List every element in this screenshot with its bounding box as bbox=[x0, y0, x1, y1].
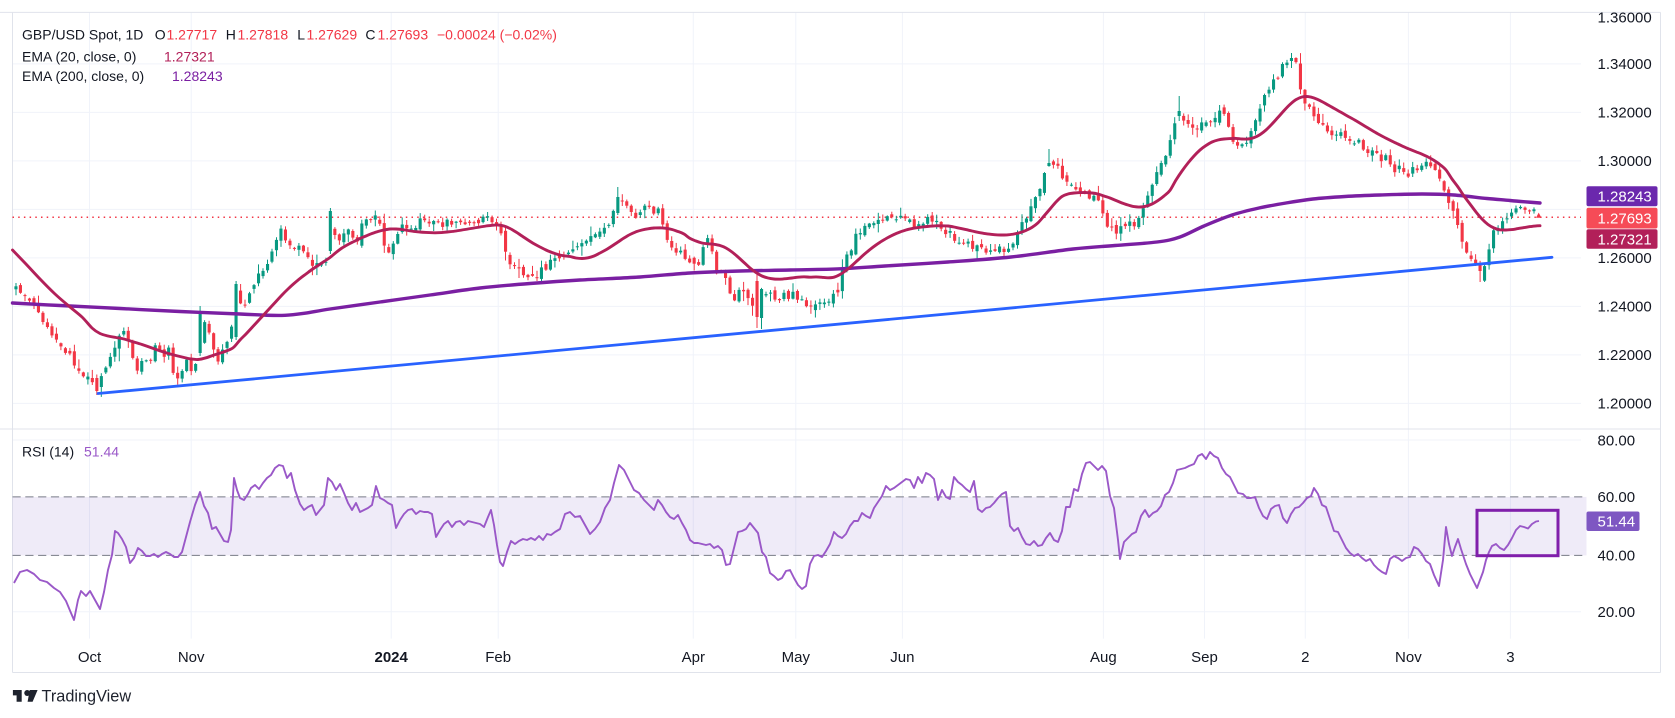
svg-text:20.00: 20.00 bbox=[1598, 604, 1636, 621]
svg-text:2024: 2024 bbox=[375, 649, 409, 666]
svg-text:51.44: 51.44 bbox=[84, 443, 119, 459]
svg-text:1.36000: 1.36000 bbox=[1598, 9, 1652, 26]
svg-text:Aug: Aug bbox=[1090, 649, 1117, 666]
svg-text:Nov: Nov bbox=[178, 649, 205, 666]
svg-text:Apr: Apr bbox=[682, 649, 705, 666]
svg-text:1.32000: 1.32000 bbox=[1598, 105, 1652, 122]
svg-text:1.27693: 1.27693 bbox=[378, 26, 429, 42]
svg-text:40.00: 40.00 bbox=[1598, 547, 1636, 564]
svg-text:C: C bbox=[365, 26, 375, 42]
svg-text:1.28243: 1.28243 bbox=[1598, 189, 1652, 206]
svg-text:60.00: 60.00 bbox=[1598, 489, 1636, 506]
svg-text:2: 2 bbox=[1301, 649, 1309, 666]
svg-text:1.28243: 1.28243 bbox=[172, 68, 223, 84]
svg-text:1.27693: 1.27693 bbox=[1598, 210, 1652, 227]
svg-text:TradingView: TradingView bbox=[42, 687, 132, 705]
svg-text:80.00: 80.00 bbox=[1598, 432, 1636, 449]
svg-text:3: 3 bbox=[1506, 649, 1514, 666]
svg-text:1.27818: 1.27818 bbox=[238, 26, 289, 42]
svg-text:1.20000: 1.20000 bbox=[1598, 396, 1652, 413]
svg-text:May: May bbox=[782, 649, 811, 666]
svg-text:1.30000: 1.30000 bbox=[1598, 153, 1652, 170]
svg-text:1.34000: 1.34000 bbox=[1598, 56, 1652, 73]
svg-text:1.27321: 1.27321 bbox=[1598, 231, 1652, 248]
svg-text:Feb: Feb bbox=[485, 649, 511, 666]
svg-text:EMA (200, close, 0): EMA (200, close, 0) bbox=[22, 68, 144, 84]
svg-text:GBP/USD Spot, 1D: GBP/USD Spot, 1D bbox=[22, 26, 143, 42]
svg-text:−0.00024 (−0.02%): −0.00024 (−0.02%) bbox=[437, 26, 557, 42]
svg-text:1.27321: 1.27321 bbox=[164, 49, 215, 65]
svg-text:1.26000: 1.26000 bbox=[1598, 250, 1652, 267]
svg-text:Sep: Sep bbox=[1191, 649, 1218, 666]
svg-text:Jun: Jun bbox=[890, 649, 914, 666]
svg-text:1.24000: 1.24000 bbox=[1598, 299, 1652, 316]
svg-text:Oct: Oct bbox=[78, 649, 102, 666]
svg-text:1.22000: 1.22000 bbox=[1598, 347, 1652, 364]
svg-text:51.44: 51.44 bbox=[1598, 514, 1636, 531]
svg-text:EMA (20, close, 0): EMA (20, close, 0) bbox=[22, 49, 136, 65]
svg-text:L: L bbox=[297, 26, 305, 42]
svg-text:Nov: Nov bbox=[1395, 649, 1422, 666]
svg-text:1.27629: 1.27629 bbox=[307, 26, 358, 42]
svg-text:RSI (14): RSI (14) bbox=[22, 443, 74, 459]
svg-text:1.27717: 1.27717 bbox=[167, 26, 218, 42]
svg-text:O: O bbox=[155, 26, 166, 42]
svg-text:H: H bbox=[226, 26, 236, 42]
